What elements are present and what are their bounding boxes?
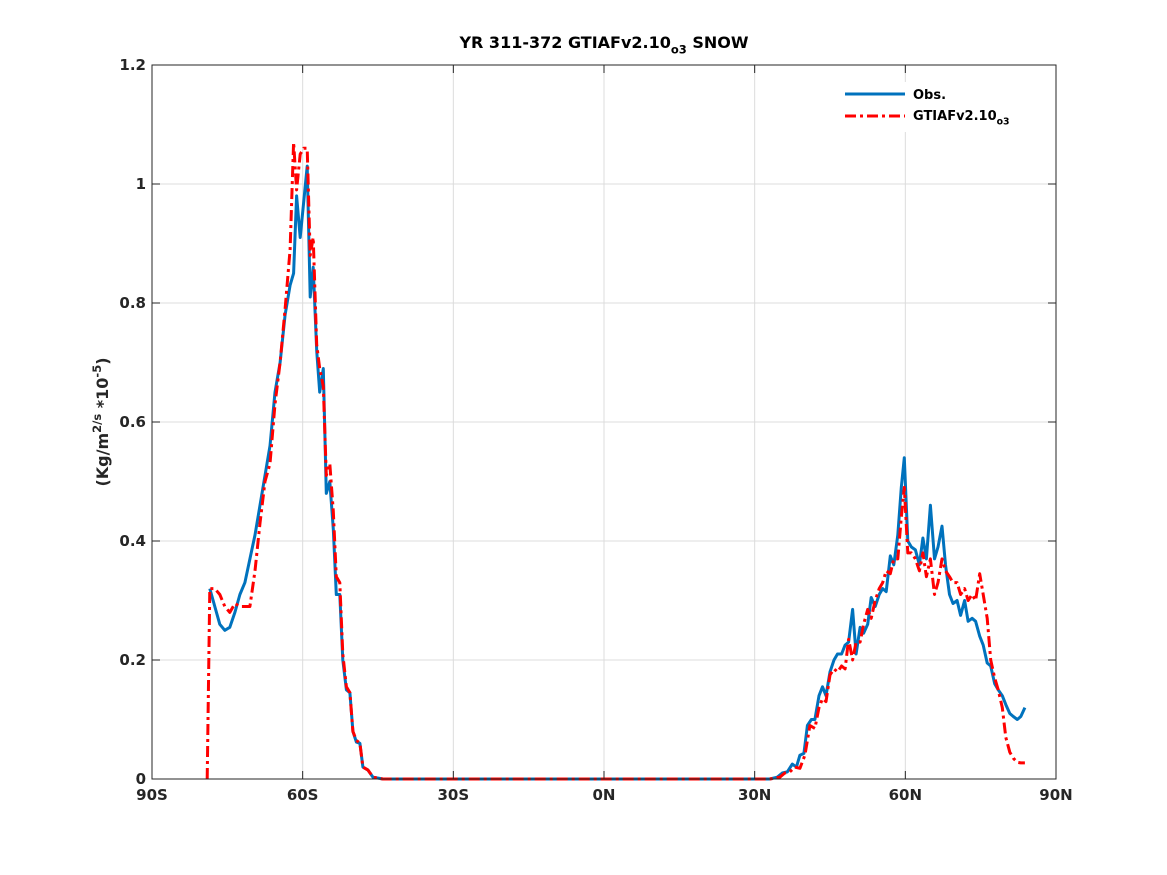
y-axis-label: (Kg/m2/s​ *10-5​) [90,357,112,486]
legend-label-model: GTIAFv2.10o3​ [913,109,1010,128]
y-tick-label: 0.8 [119,294,146,312]
y-tick-label: 0.4 [119,532,146,550]
chart-title: YR 311-372 GTIAFv2.10o3​ SNOW [458,33,748,57]
x-tick-label: 60N [889,786,922,804]
x-tick-label: 90S [136,786,168,804]
series-line-obs [208,164,1027,781]
y-tick-label: 0.6 [119,413,146,431]
x-tick-label: 30S [437,786,469,804]
x-tick-label: 0N [593,786,616,804]
x-tick-label: 60S [287,786,319,804]
legend-box [838,82,1043,132]
y-tick-label: 0.2 [119,651,146,669]
y-tick-labels: 0 0.2 0.4 0.6 0.8 1 1.2 [119,56,146,788]
y-tick-label: 1 [136,175,146,193]
y-tick-label: 1.2 [119,56,146,74]
series-line-model [205,140,1025,781]
x-tick-label: 30N [738,786,771,804]
x-tick-labels: 90S 60S 30S 0N 30N 60N 90N [136,786,1073,804]
x-tick-label: 90N [1039,786,1072,804]
y-tick-label: 0 [136,770,146,788]
series-lines [205,140,1027,781]
legend: Obs. GTIAFv2.10o3​ [838,82,1043,132]
legend-label-obs: Obs. [913,88,946,103]
ticks [151,64,1057,780]
